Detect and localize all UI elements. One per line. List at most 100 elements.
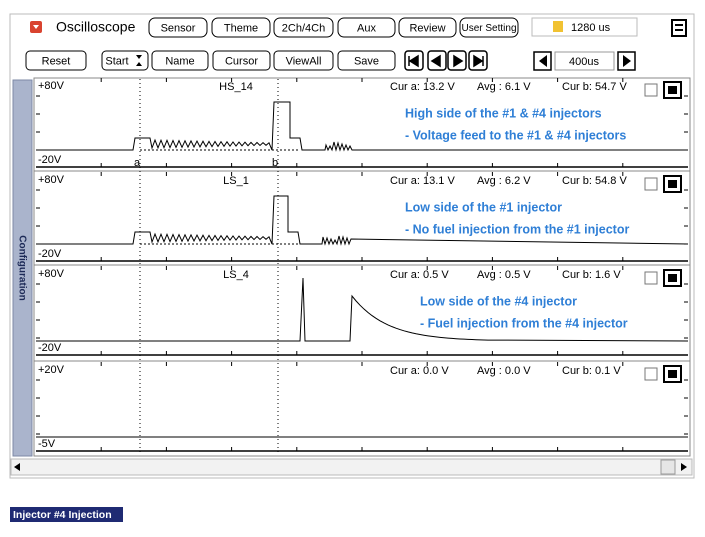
annotation: Low side of the #1 injector (405, 200, 562, 214)
toolbar-button-label: Review (409, 22, 445, 34)
nav-arrow (453, 54, 464, 68)
toolbar-button-frame (398, 17, 457, 38)
cursor-b-value: Cur b: 54.7 V (562, 81, 627, 93)
channel-checkbox[interactable] (644, 271, 658, 285)
time-display-text: 1280 us (571, 22, 611, 34)
toolbar-button-frame (211, 17, 271, 38)
cursor-b-value: Cur b: 54.8 V (562, 175, 627, 187)
step-arrow (539, 55, 547, 67)
control-button[interactable]: Save (337, 50, 396, 71)
channel-toggle-fill (668, 86, 677, 94)
cursor-label: a (134, 157, 141, 169)
nav-button[interactable] (447, 50, 467, 71)
step-button[interactable] (617, 51, 636, 71)
channel-name: LS_4 (223, 269, 249, 281)
scroll-left[interactable] (14, 463, 20, 471)
cursor-a-value: Cur a: 0.0 V (390, 365, 449, 377)
channel-toggle-fill (668, 274, 677, 282)
nav-arrow (430, 54, 441, 68)
side-tab[interactable] (12, 79, 33, 457)
control-button-label: Cursor (225, 55, 258, 67)
scrollbar[interactable] (10, 458, 693, 476)
average-value: Avg : 6.1 V (477, 81, 531, 93)
step-button[interactable] (533, 51, 552, 71)
channel-name: LS_1 (223, 175, 249, 187)
toolbar-button-frame (273, 17, 334, 38)
toolbar-button-label: 2Ch/4Ch (282, 22, 325, 34)
time-icon (553, 21, 563, 32)
average-value: Avg : 6.2 V (477, 175, 531, 187)
control-button-frame (151, 50, 209, 71)
control-button-label: Name (165, 55, 194, 67)
toolbar-button-frame (148, 17, 208, 38)
toolbar-button-label: User Setting (461, 23, 516, 34)
toolbar-button-frame (337, 17, 396, 38)
toolbar-button[interactable]: Review (398, 17, 457, 38)
scroll-right[interactable] (681, 463, 687, 471)
app-title: Oscilloscope (56, 19, 136, 35)
scale-bottom: -20V (38, 248, 62, 260)
control-button-label: Start (105, 55, 128, 67)
scroll-thumb[interactable] (660, 459, 676, 475)
control-button[interactable]: Reset (25, 50, 87, 71)
nav-button[interactable] (468, 50, 488, 71)
spin-arrows (136, 55, 142, 66)
control-button-frame (212, 50, 271, 71)
control-button-label: Save (354, 55, 379, 67)
menu-icon[interactable] (671, 19, 687, 37)
scale-top: +80V (38, 174, 65, 186)
toolbar-button[interactable]: Theme (211, 17, 271, 38)
channel-checkbox[interactable] (644, 367, 658, 381)
time-div-field (554, 51, 615, 71)
step-arrow (623, 55, 631, 67)
cursor-b-value: Cur b: 0.1 V (562, 365, 621, 377)
control-button[interactable]: Cursor (212, 50, 271, 71)
toolbar-button[interactable]: User Setting (459, 17, 519, 38)
waveform (36, 195, 689, 246)
average-value: Avg : 0.5 V (477, 269, 531, 281)
channel-name: HS_14 (219, 81, 253, 93)
nav-arrow (408, 54, 419, 68)
control-button[interactable]: Start (101, 50, 149, 71)
scale-top: +80V (38, 80, 65, 92)
nav-button[interactable] (404, 50, 424, 71)
scale-top: +80V (38, 268, 65, 280)
control-button-frame (273, 50, 334, 71)
cursor-a-value: Cur a: 13.2 V (390, 81, 455, 93)
caption-box (10, 507, 123, 522)
control-button-label: Reset (42, 55, 71, 67)
control-button-label: ViewAll (286, 55, 322, 67)
toolbar-button[interactable]: Aux (337, 17, 396, 38)
annotation: High side of the #1 & #4 injectors (405, 106, 602, 120)
control-button[interactable]: ViewAll (273, 50, 334, 71)
waveform (36, 277, 689, 342)
scale-bottom: -20V (38, 154, 62, 166)
scale-bottom: -5V (38, 438, 56, 450)
nav-button[interactable] (427, 50, 447, 71)
side-tab-label: Configuration (16, 235, 27, 301)
toolbar-button-label: Aux (357, 22, 376, 34)
cursor-b-value: Cur b: 1.6 V (562, 269, 621, 281)
toolbar-button[interactable]: 2Ch/4Ch (273, 17, 334, 38)
toolbar-button-label: Sensor (161, 22, 196, 34)
nav-arrow (473, 54, 484, 68)
annotation: - No fuel injection from the #1 injector (405, 222, 629, 236)
average-value: Avg : 0.0 V (477, 365, 531, 377)
control-button-frame (25, 50, 87, 71)
toolbar-button-frame (459, 17, 519, 38)
annotation: - Fuel injection from the #4 injector (420, 316, 628, 330)
control-button-frame (101, 50, 149, 71)
scale-bottom: -20V (38, 342, 62, 354)
channel-checkbox[interactable] (644, 177, 658, 191)
toolbar-button[interactable]: Sensor (148, 17, 208, 38)
scale-top: +20V (38, 364, 65, 376)
annotation: - Voltage feed to the #1 & #4 injectors (405, 128, 626, 142)
cursor-a-value: Cur a: 13.1 V (390, 175, 455, 187)
waveform (36, 101, 688, 152)
caption: Injector #4 Injection (13, 509, 112, 521)
time-div: 400us (569, 56, 599, 68)
channel-checkbox[interactable] (644, 83, 658, 97)
control-button[interactable]: Name (151, 50, 209, 71)
toolbar-button-label: Theme (224, 22, 258, 34)
